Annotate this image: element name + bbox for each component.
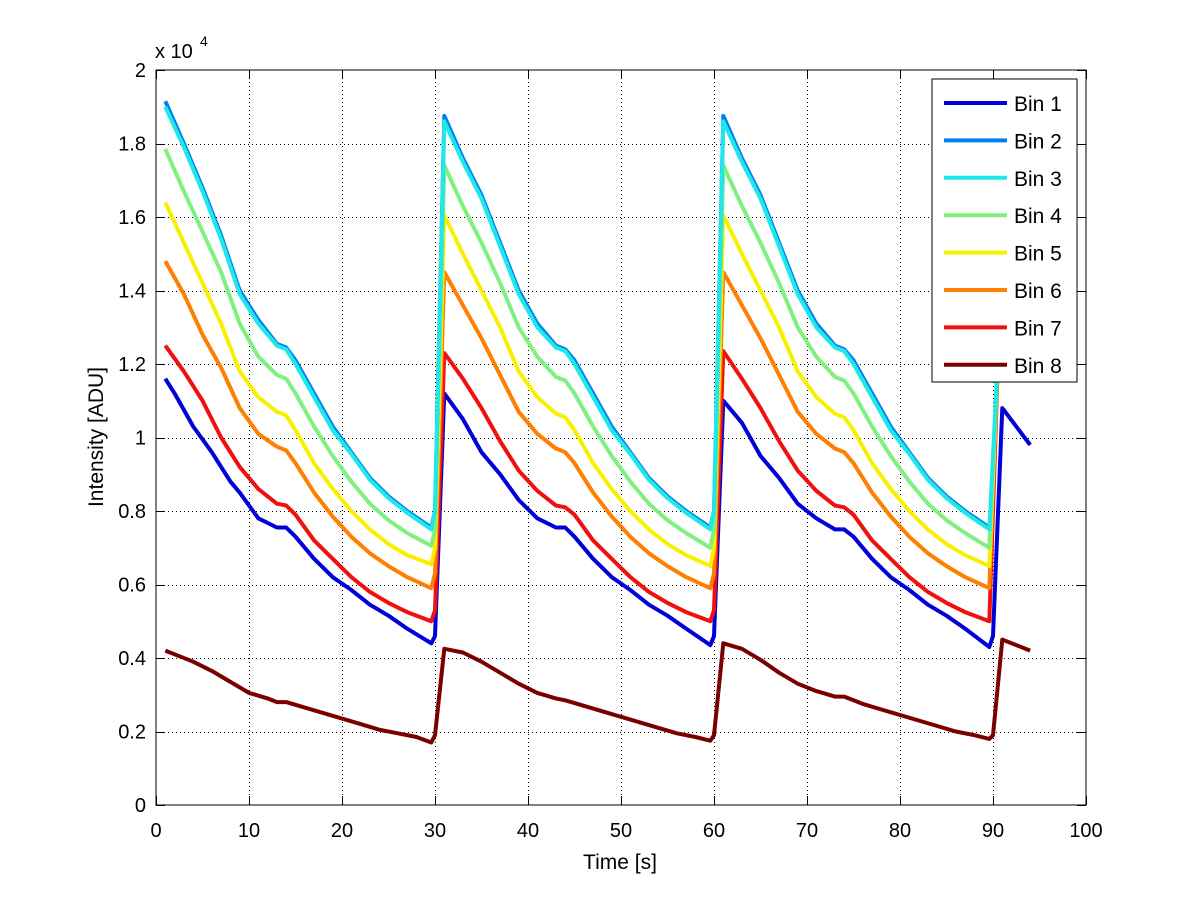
- series-line-bin-5: [163, 201, 1000, 569]
- y-tick-label: 0.6: [118, 575, 146, 597]
- series-line-bin-7: [163, 344, 1000, 624]
- series-line-bin-6: [163, 260, 1000, 591]
- y-tick-label: 1.8: [118, 134, 146, 156]
- y-tick-label: 1: [135, 428, 146, 450]
- legend-box: [931, 78, 1078, 383]
- y-tick-label: 1.2: [118, 354, 146, 376]
- x-tick-label: 50: [610, 820, 632, 842]
- y-tick-label: 0.8: [118, 501, 146, 523]
- x-tick-labels: 0 10 20 30 40 50 60 70 80 90 100: [150, 820, 1102, 842]
- legend-label-bin-8: Bin 8: [1014, 355, 1062, 378]
- x-tick-label: 0: [150, 820, 161, 842]
- y-tick-labels: 0 0.2 0.4 0.6 0.8 1 1.2 1.4 1.6 1.8 2: [118, 60, 146, 817]
- y-axis-label: Intensity [ADU]: [85, 367, 108, 507]
- legend-label-bin-3: Bin 3: [1014, 168, 1062, 191]
- legend-label-bin-5: Bin 5: [1014, 243, 1062, 266]
- series-line-bin-3: [163, 105, 1000, 532]
- y-multiplier-label: x 10: [155, 41, 193, 63]
- y-tick-label: 0: [135, 795, 146, 817]
- legend-label-bin-2: Bin 2: [1014, 130, 1062, 153]
- y-tick-label: 0.2: [118, 722, 146, 744]
- series-line-bin-4: [163, 148, 1000, 550]
- y-multiplier-exponent: 4: [200, 33, 208, 49]
- legend-label-bin-7: Bin 7: [1014, 317, 1062, 340]
- legend: Bin 1 Bin 2 Bin 3 Bin 4 Bin 5 Bin 6 Bin 7 Bin 8: [931, 78, 1078, 383]
- series-group: [163, 100, 1032, 745]
- x-axis-label: Time [s]: [583, 851, 657, 874]
- x-tick-label: 100: [1069, 820, 1102, 842]
- x-tick-label: 90: [982, 820, 1004, 842]
- x-tick-label: 70: [796, 820, 818, 842]
- x-tick-label: 20: [331, 820, 353, 842]
- ticks: [156, 70, 1087, 806]
- y-tick-label: 2: [135, 60, 146, 82]
- x-tick-label: 10: [238, 820, 260, 842]
- x-tick-label: 80: [889, 820, 911, 842]
- x-tick-label: 40: [517, 820, 539, 842]
- series-line-bin-1: [163, 377, 1032, 649]
- y-tick-label: 0.4: [118, 648, 146, 670]
- legend-label-bin-6: Bin 6: [1014, 280, 1062, 303]
- x-tick-label: 60: [703, 820, 725, 842]
- legend-label-bin-4: Bin 4: [1014, 205, 1062, 228]
- y-tick-label: 1.6: [118, 207, 146, 229]
- y-tick-label: 1.4: [118, 281, 146, 303]
- legend-label-bin-1: Bin 1: [1014, 93, 1062, 116]
- x-tick-label: 30: [424, 820, 446, 842]
- series-line-bin-8: [164, 637, 1031, 745]
